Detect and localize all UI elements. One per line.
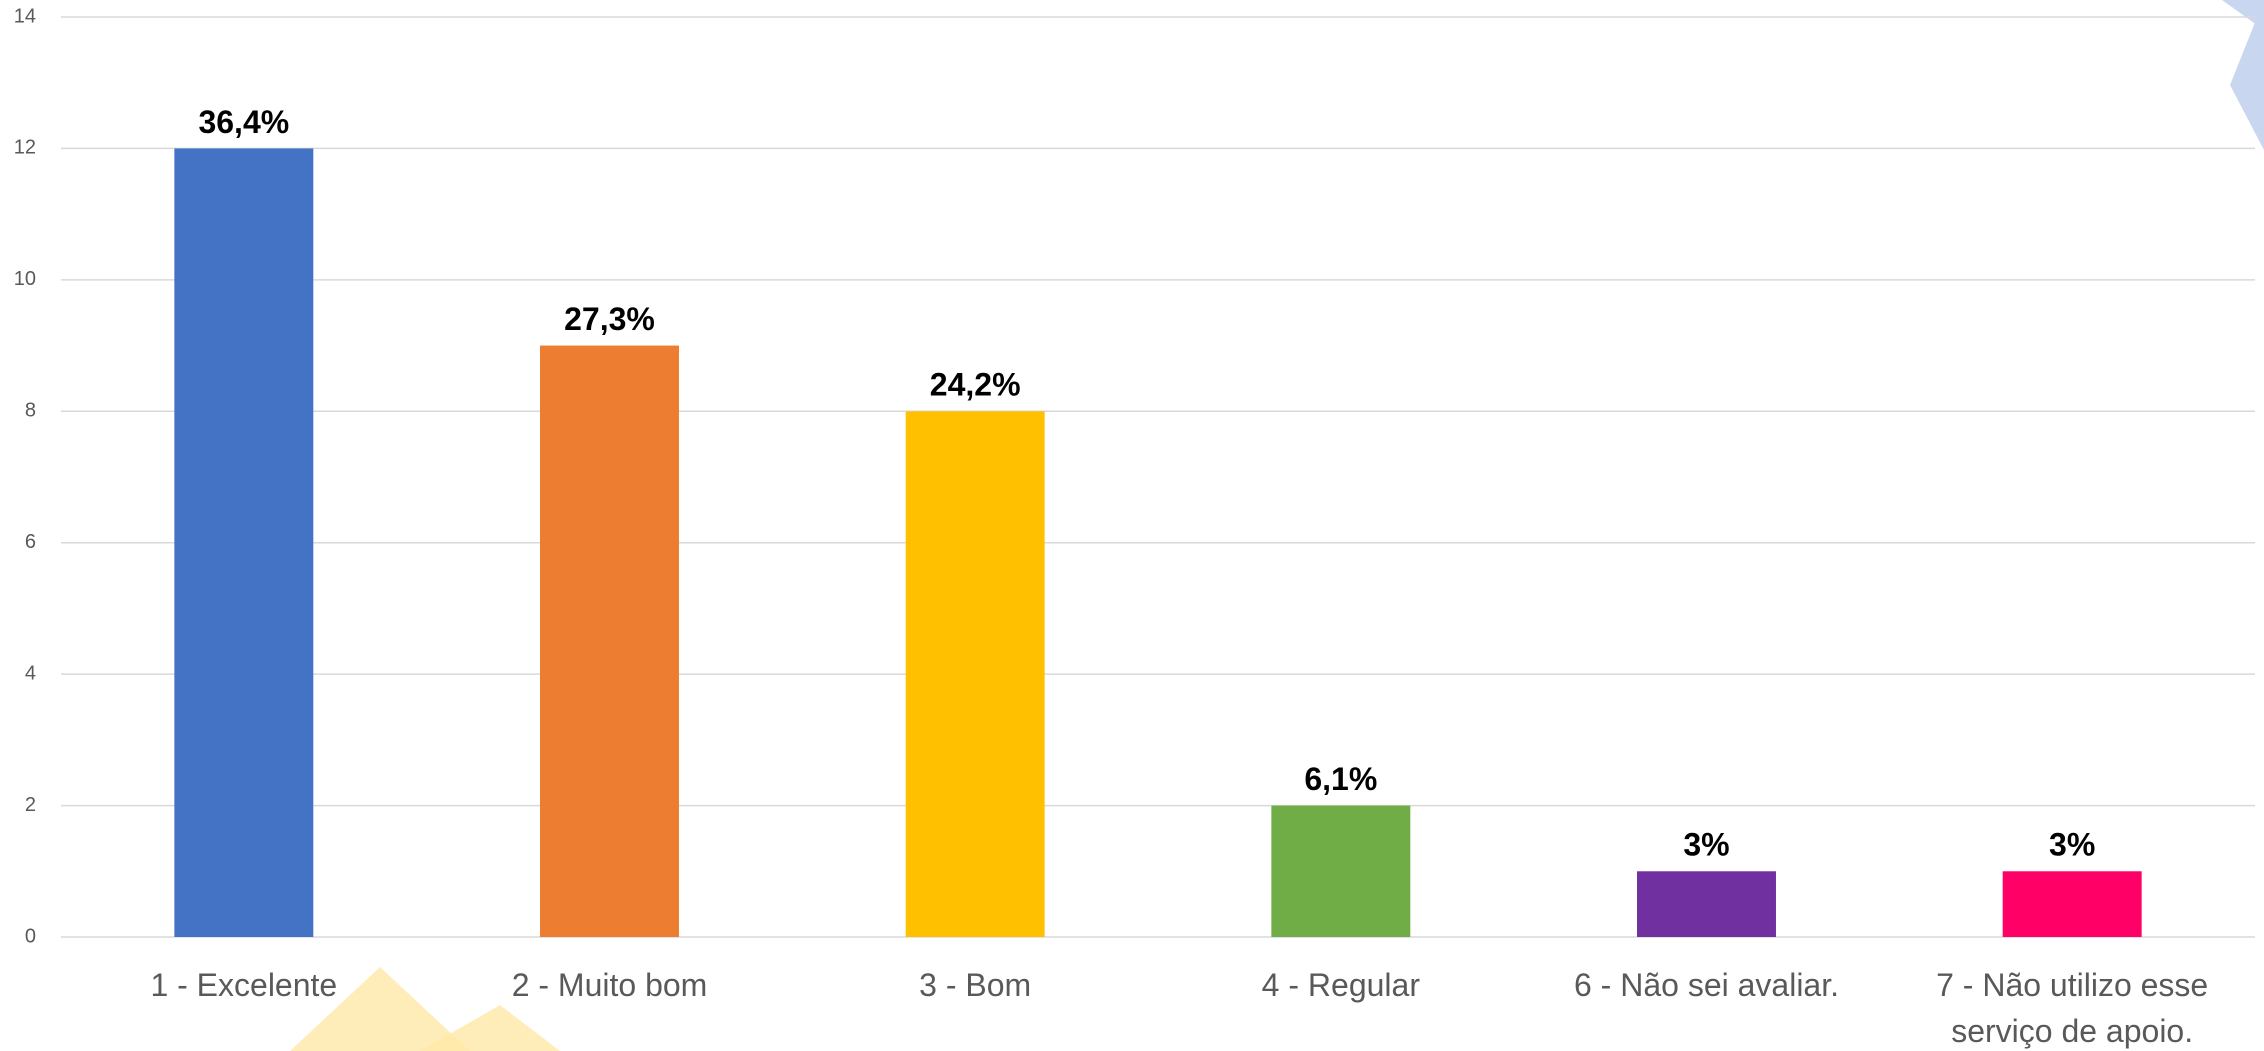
x-tick-label: 6 - Não sei avaliar. (1573, 967, 1839, 1003)
y-tick-label: 4 (25, 662, 36, 684)
y-tick-label: 14 (14, 5, 36, 27)
decoration (2222, 0, 2264, 30)
x-tick-label: 7 - Não utilizo esse serviço de apoio. (1936, 967, 2209, 1049)
y-tick-label: 10 (14, 268, 36, 290)
bar (905, 411, 1045, 937)
bar (2002, 871, 2142, 937)
value-label: 27,3% (564, 301, 655, 337)
bar (540, 345, 679, 938)
y-tick-label: 8 (25, 400, 36, 422)
bar (1271, 805, 1411, 937)
bar (174, 148, 314, 937)
bar (1637, 871, 1776, 937)
value-label: 36,4% (198, 104, 289, 140)
value-label: 3% (1683, 827, 1729, 863)
value-label: 3% (2049, 827, 2095, 863)
decoration (2230, 0, 2264, 150)
value-label: 24,2% (930, 367, 1021, 403)
decoration (290, 967, 470, 1051)
value-label: 6,1% (1304, 761, 1377, 797)
x-tick-label: 1 - Excelente (150, 967, 338, 1003)
y-tick-label: 0 (25, 925, 36, 947)
y-tick-label: 6 (25, 531, 36, 553)
x-tick-label: 3 - Bom (919, 967, 1032, 1003)
x-tick-label: 4 - Regular (1261, 967, 1420, 1003)
y-tick-label: 12 (14, 137, 36, 159)
decoration (420, 1005, 560, 1051)
y-tick-label: 2 (25, 794, 36, 816)
x-tick-label: 2 - Muito bom (511, 967, 708, 1003)
